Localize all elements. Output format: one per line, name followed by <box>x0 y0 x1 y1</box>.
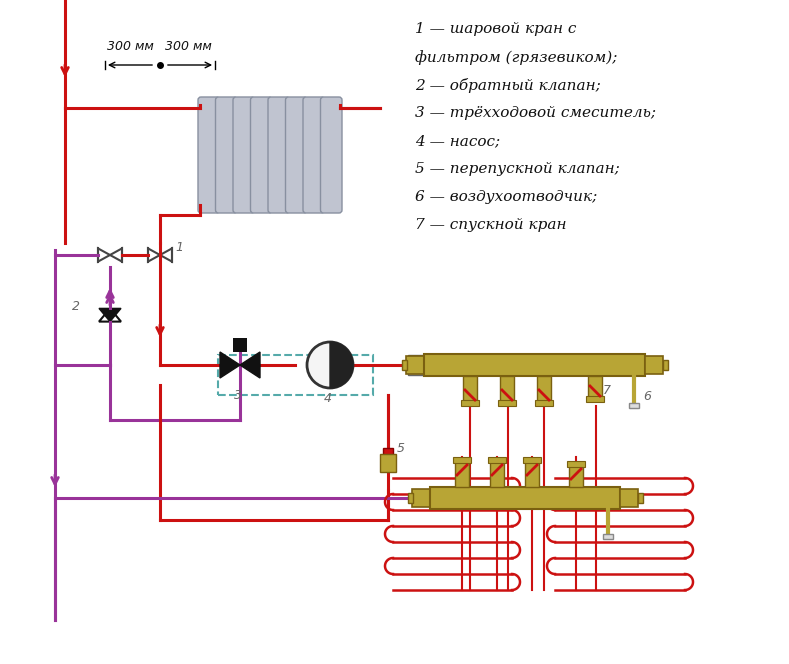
Bar <box>645 356 663 374</box>
Bar <box>498 400 516 406</box>
Text: 5: 5 <box>397 442 405 455</box>
Bar <box>380 454 396 472</box>
Text: 2 — обратный клапан;: 2 — обратный клапан; <box>415 78 600 93</box>
Bar <box>430 487 620 509</box>
Bar <box>408 493 413 503</box>
FancyBboxPatch shape <box>286 97 307 213</box>
Text: 4 — насос;: 4 — насос; <box>415 134 500 148</box>
Polygon shape <box>220 352 240 378</box>
Text: 6 — воздухоотводчик;: 6 — воздухоотводчик; <box>415 190 597 204</box>
Text: фильтром (грязевиком);: фильтром (грязевиком); <box>415 50 617 65</box>
FancyBboxPatch shape <box>250 97 272 213</box>
Bar <box>455 461 469 487</box>
Bar <box>383 448 393 458</box>
Circle shape <box>307 342 353 388</box>
Bar <box>461 400 479 406</box>
Bar <box>408 355 424 375</box>
FancyBboxPatch shape <box>303 97 324 213</box>
Polygon shape <box>240 352 260 378</box>
Bar <box>620 489 638 507</box>
FancyBboxPatch shape <box>320 97 342 213</box>
Bar <box>500 376 514 402</box>
Text: 5 — перепускной клапан;: 5 — перепускной клапан; <box>415 162 619 176</box>
Bar <box>588 376 602 398</box>
Bar <box>523 457 541 463</box>
FancyBboxPatch shape <box>268 97 290 213</box>
FancyBboxPatch shape <box>198 97 219 213</box>
Bar <box>535 400 553 406</box>
Text: 3 — трёхходовой смеситель;: 3 — трёхходовой смеситель; <box>415 106 656 120</box>
FancyBboxPatch shape <box>215 97 237 213</box>
Bar <box>402 360 407 370</box>
Text: 2: 2 <box>72 300 80 313</box>
Text: 1 — шаровой кран с: 1 — шаровой кран с <box>415 22 577 36</box>
Bar <box>638 493 643 503</box>
Bar <box>567 461 585 467</box>
Text: 300 мм: 300 мм <box>165 40 211 53</box>
Bar <box>412 489 430 507</box>
Bar <box>406 356 424 374</box>
Text: 300 мм: 300 мм <box>107 40 153 53</box>
Bar <box>629 403 639 408</box>
Bar <box>233 338 247 352</box>
Bar <box>453 457 471 463</box>
Text: 3: 3 <box>234 389 242 402</box>
Bar <box>525 461 539 487</box>
Bar <box>603 534 613 539</box>
Bar <box>586 396 604 402</box>
Text: 1: 1 <box>175 241 183 254</box>
Bar <box>488 457 506 463</box>
Bar <box>218 355 373 395</box>
Bar <box>424 354 645 376</box>
Bar <box>463 376 477 402</box>
Bar <box>569 465 583 487</box>
FancyBboxPatch shape <box>233 97 255 213</box>
Polygon shape <box>330 342 353 388</box>
Polygon shape <box>99 308 121 321</box>
Text: 4: 4 <box>324 392 332 405</box>
Bar <box>537 376 551 402</box>
Text: 7: 7 <box>603 384 611 397</box>
Text: 7 — спускной кран: 7 — спускной кран <box>415 218 567 232</box>
Text: 6: 6 <box>643 390 651 403</box>
Bar <box>663 360 668 370</box>
Bar <box>490 461 504 487</box>
